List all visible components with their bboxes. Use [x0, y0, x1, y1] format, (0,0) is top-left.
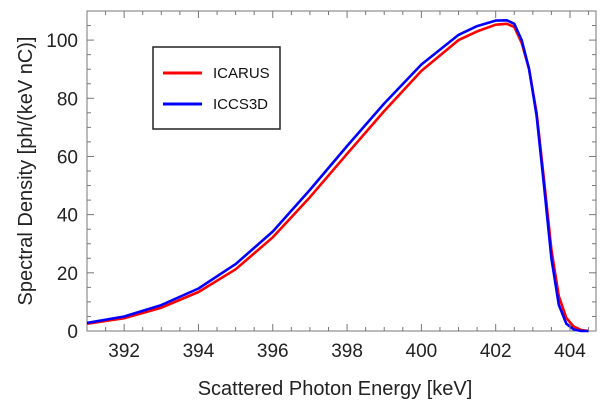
x-tick-label: 402: [480, 341, 512, 362]
y-tick-label: 40: [57, 206, 78, 227]
y-axis: 0 20 40 60 80 100: [46, 25, 596, 343]
legend: ICARUS ICCS3D: [152, 46, 281, 130]
legend-box: [152, 46, 281, 130]
series-line-icarus: [86, 22, 589, 333]
x-tick-label: 392: [108, 341, 140, 362]
series-layer: [86, 19, 589, 333]
x-axis: 392 394 396 398 400 402 404: [105, 11, 590, 362]
series-line-iccs3d: [86, 19, 589, 333]
x-tick-label: 396: [257, 341, 289, 362]
y-axis-title: Spectral Density [ph/(keV nC)]: [15, 37, 37, 306]
y-tick-label: 20: [57, 264, 78, 285]
y-tick-label: 0: [67, 322, 78, 343]
x-axis-title: Scattered Photon Energy [keV]: [198, 378, 473, 400]
y-tick-label: 80: [57, 89, 78, 110]
legend-label-icarus: ICARUS: [213, 65, 270, 82]
legend-label-iccs3d: ICCS3D: [213, 96, 268, 113]
x-tick-label: 398: [331, 341, 363, 362]
y-tick-label: 100: [46, 31, 78, 52]
y-tick-label: 60: [57, 147, 78, 168]
x-tick-label: 394: [183, 341, 215, 362]
x-tick-label: 404: [554, 341, 586, 362]
x-tick-label: 400: [406, 341, 438, 362]
